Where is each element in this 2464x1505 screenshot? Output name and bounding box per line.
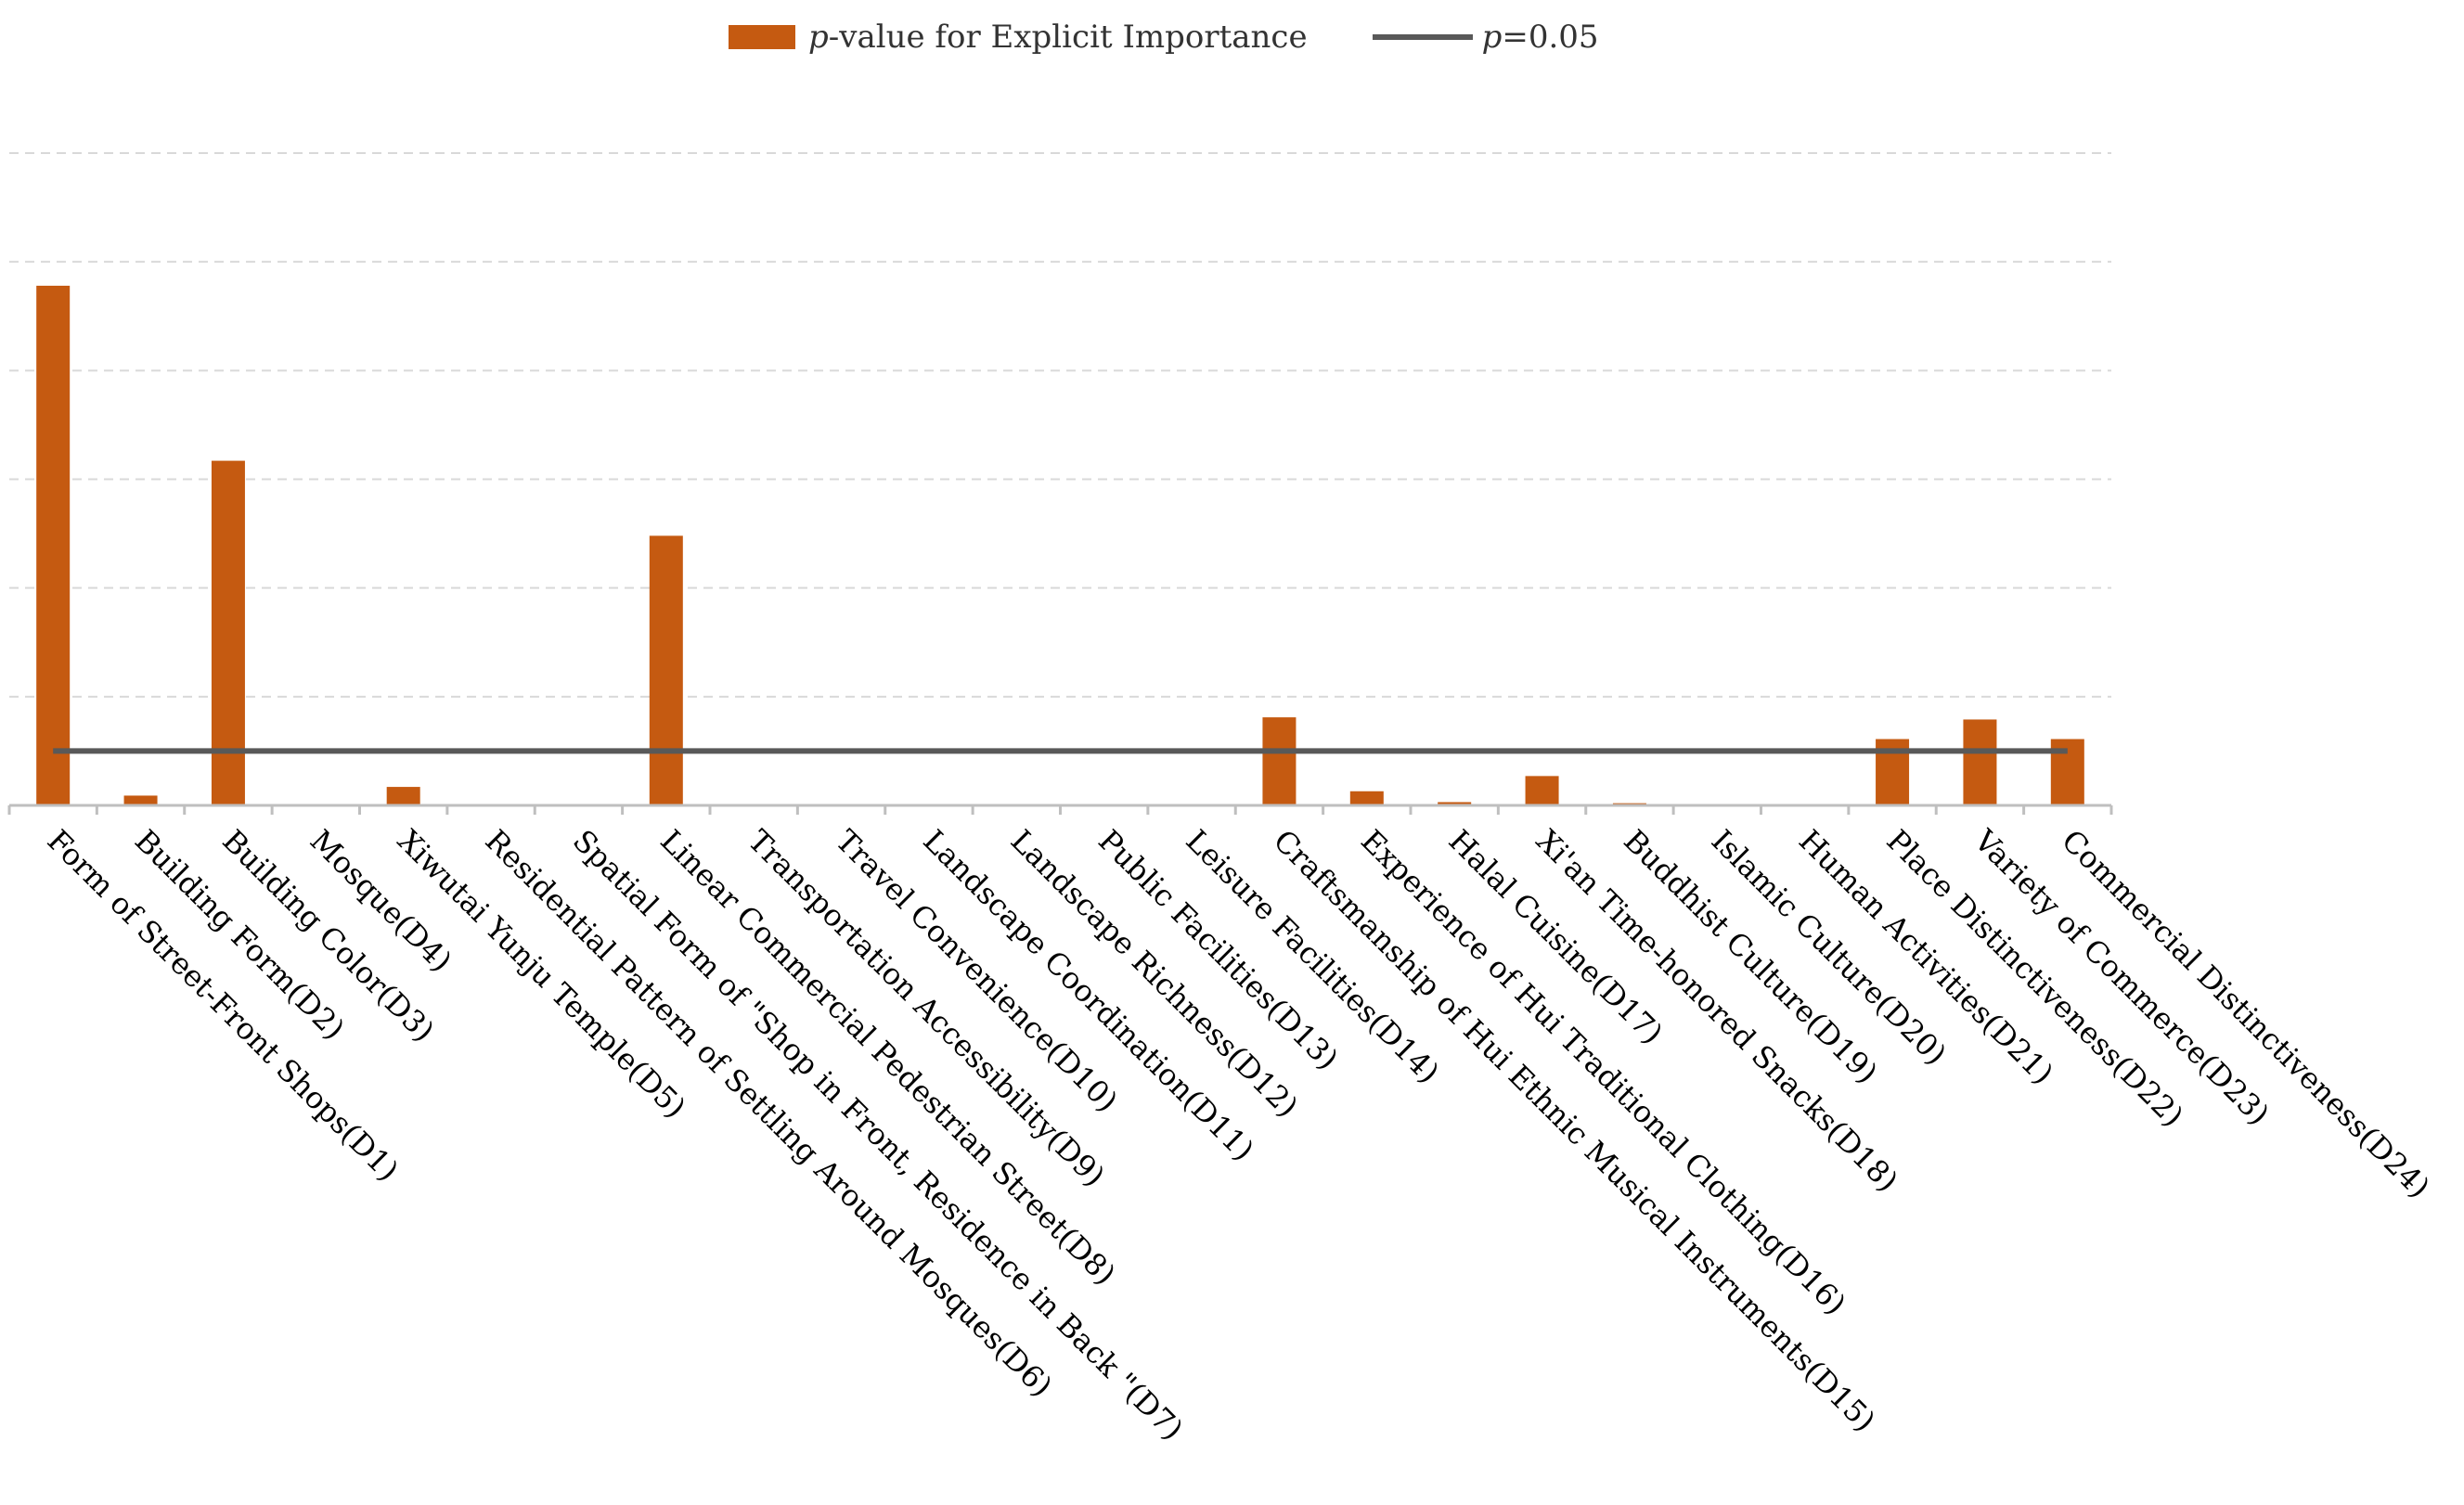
bar-d16 [1349,791,1384,805]
bar-d18 [1525,776,1559,805]
x-axis-tick-labels: Form of Street-Front Shops(D1)Building F… [41,822,2437,1447]
x-axis-ticks [7,805,2113,815]
bar-d15 [1262,717,1297,805]
bar-d5 [386,787,420,805]
bar-d3 [211,460,245,805]
legend-swatch-line [1372,34,1473,40]
bar-d1 [36,285,71,805]
bar-d2 [123,795,158,805]
bar-d8 [649,535,683,805]
gridlines [9,152,2111,698]
bar-d17 [1438,802,1472,805]
x-tick-label-d6: Residential Pattern of Settling Around M… [478,823,1059,1404]
bars [36,285,2084,805]
bar-d23 [1963,719,1997,805]
legend-label-threshold: p=0.05 [1481,19,1599,56]
legend: p-value for Explicit Importance p=0.05 [729,19,1664,56]
legend-item-threshold: p=0.05 [1372,19,1599,56]
legend-swatch-bar [729,25,795,49]
legend-label-pvalue: p-value for Explicit Importance [808,19,1308,56]
x-tick-label-d24: Commercial Distinctiveness(D24) [2055,823,2437,1205]
legend-item-pvalue: p-value for Explicit Importance [729,19,1308,56]
